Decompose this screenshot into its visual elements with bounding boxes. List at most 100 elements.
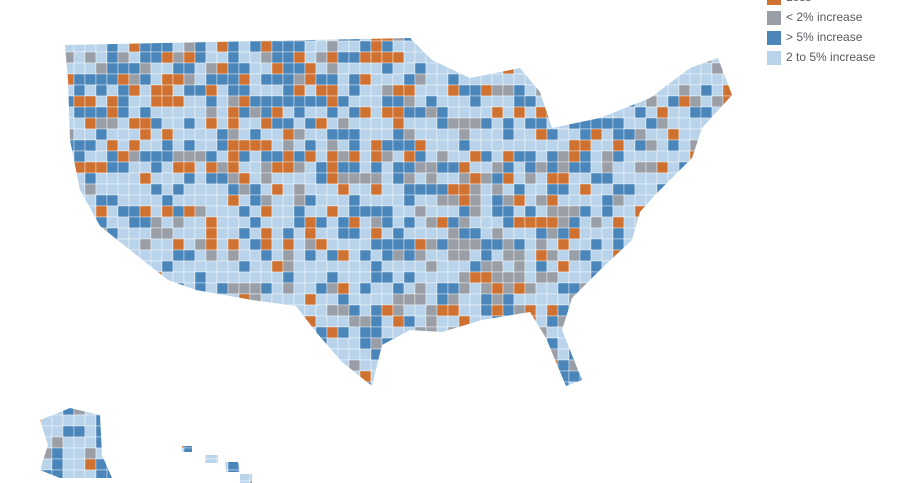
county [678,183,691,196]
county [84,238,97,251]
county [227,73,240,86]
county [403,227,416,240]
county [381,436,394,449]
county [392,84,405,97]
county [447,194,460,207]
county [183,128,196,141]
county [62,95,75,108]
county [216,392,229,405]
county [183,238,196,251]
county [40,249,42,262]
county [348,337,361,350]
county [447,282,460,295]
county [601,260,614,273]
county [689,315,702,328]
county [62,40,75,53]
county [337,128,350,141]
county [216,117,229,130]
county [403,51,416,64]
county [491,106,504,119]
county [337,381,350,394]
county [513,359,526,372]
county [722,436,732,449]
county [678,260,691,273]
county [183,62,196,75]
county [260,183,273,196]
county [590,447,603,460]
county [447,381,460,394]
county [62,425,75,438]
county [557,161,570,174]
county [734,228,745,239]
county [557,425,570,438]
county [337,293,350,306]
county [700,73,713,86]
county [62,469,75,482]
county [315,425,328,438]
county [535,414,548,427]
county [447,293,460,306]
county [271,348,284,361]
county [436,51,449,64]
county [734,393,745,404]
county [469,425,482,438]
county [513,95,526,108]
county [678,348,691,361]
county [546,260,559,273]
county [535,238,548,251]
county [315,238,328,251]
county [734,206,745,217]
county [238,38,251,42]
county [601,271,614,284]
county [205,403,218,416]
county [557,392,570,405]
county [502,348,515,361]
county [568,51,581,64]
county [480,381,493,394]
county [40,271,42,284]
county [227,293,240,306]
county [689,62,702,75]
county [447,370,460,383]
county [172,447,185,460]
county [370,469,383,482]
county [667,282,680,295]
county [348,271,361,284]
county [227,194,240,207]
county [139,128,152,141]
county [469,337,482,350]
county [128,469,141,482]
county [95,249,108,262]
county [73,304,86,317]
county [62,227,75,240]
county [381,469,394,482]
county [293,216,306,229]
county [172,161,185,174]
county [546,161,559,174]
county [612,161,625,174]
county [546,238,559,251]
county [623,150,636,163]
county [161,84,174,97]
county [51,403,64,416]
county [249,260,262,273]
county [370,40,383,53]
county [722,51,732,64]
county [194,271,207,284]
county [722,293,732,306]
county [568,293,581,306]
county [348,414,361,427]
county [249,271,262,284]
county [348,326,361,339]
county [513,425,526,438]
county [128,106,141,119]
county [40,458,42,471]
county [216,337,229,350]
county [458,161,471,174]
county [645,117,658,130]
county [227,183,240,196]
county [524,172,537,185]
county [557,271,570,284]
county [249,161,262,174]
county [711,139,724,152]
